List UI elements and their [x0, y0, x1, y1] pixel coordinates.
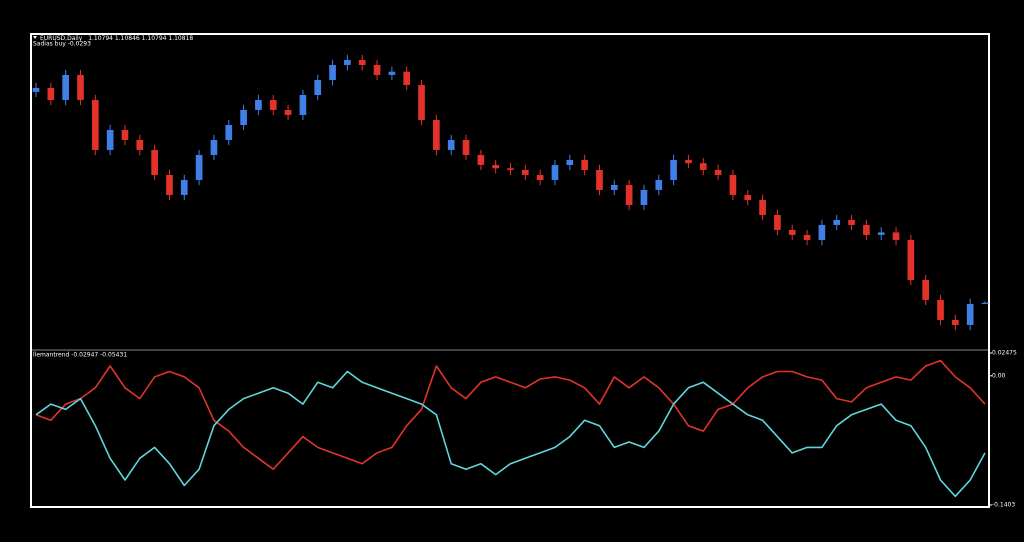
candle-body — [166, 174, 173, 195]
candle-body — [91, 99, 99, 150]
ohlc-close: 1.10818 — [168, 35, 193, 42]
candle-body — [388, 71, 396, 75]
candle-body — [62, 74, 69, 100]
symbol: EURUSD,Daily — [40, 35, 83, 42]
candle-body — [536, 174, 544, 180]
candle-body — [269, 99, 277, 110]
candle-body — [610, 184, 618, 190]
candle-body — [299, 94, 307, 115]
candle-body — [225, 125, 233, 140]
candle-body — [462, 139, 470, 155]
chart-frame — [30, 33, 990, 508]
candle-body — [210, 139, 218, 155]
candle-body — [551, 164, 559, 180]
candle-body — [729, 174, 737, 195]
candle-body — [106, 129, 114, 150]
candle-body — [818, 224, 826, 240]
ohlc-low: 1.10794 — [142, 35, 167, 42]
candle-body — [403, 71, 411, 86]
candle-body — [774, 214, 781, 230]
candle-body — [358, 60, 366, 66]
candle-body — [136, 139, 144, 150]
candle-body — [685, 159, 692, 164]
ohlc-open: 1.10794 — [88, 35, 113, 42]
candle-body — [314, 80, 322, 95]
candle-body — [952, 319, 959, 325]
candle-body — [433, 119, 440, 150]
candle-body — [284, 109, 292, 115]
candle-body — [877, 232, 885, 235]
candle-body — [447, 139, 455, 150]
candle-body — [803, 234, 811, 240]
subpanel-title: llemantrend -0.02947 -0.05431 — [33, 352, 127, 359]
candle-body — [121, 129, 129, 140]
candle-body — [492, 164, 500, 169]
candle-body — [77, 74, 84, 100]
candle-body — [477, 154, 485, 165]
candle-body — [625, 184, 633, 205]
candle-body — [507, 168, 514, 170]
candle-body — [788, 229, 796, 235]
candle-body — [922, 279, 930, 300]
collapse-icon — [33, 36, 37, 39]
candle-body — [195, 154, 203, 180]
candle-body — [892, 232, 900, 240]
indicator-line — [35, 370, 986, 498]
candle-body — [180, 179, 188, 195]
candle-body — [32, 88, 40, 92]
candle-body — [744, 194, 752, 200]
y-tick-label: 0.00 — [992, 372, 1006, 379]
candle-body — [699, 163, 707, 170]
candle-body — [151, 149, 158, 175]
candle-body — [640, 189, 648, 205]
y-tick-label: -0.1403 — [992, 502, 1015, 509]
candle-body — [937, 299, 944, 320]
candle-body — [833, 219, 841, 225]
candle-body — [759, 199, 766, 215]
candle-body — [344, 60, 351, 66]
candle-body — [863, 224, 870, 235]
candle-body — [966, 303, 974, 325]
candle-body — [596, 169, 603, 190]
candle-body — [521, 169, 529, 175]
candle-body — [373, 65, 381, 75]
candle-body — [714, 169, 722, 175]
chart-header: EURUSD,Daily 1.10794 1.10846 1.10794 1.1… — [40, 35, 193, 42]
indicator-line — [35, 359, 986, 470]
candle-body — [848, 219, 855, 225]
candle-body — [418, 85, 425, 120]
candle-body — [240, 109, 247, 126]
candle-body — [329, 65, 336, 81]
candle-body — [566, 159, 574, 165]
candle-body — [255, 99, 262, 110]
candle-body — [47, 88, 55, 100]
indicator-label: Sadias buy -0.0293 — [33, 41, 91, 48]
candle-body — [581, 159, 588, 170]
candle-body — [907, 239, 915, 280]
ohlc-high: 1.10846 — [115, 35, 140, 42]
y-tick-label: 0.02475 — [992, 350, 1017, 357]
candle-body — [670, 159, 677, 180]
candle-body — [981, 302, 989, 304]
candle-body — [655, 179, 663, 190]
